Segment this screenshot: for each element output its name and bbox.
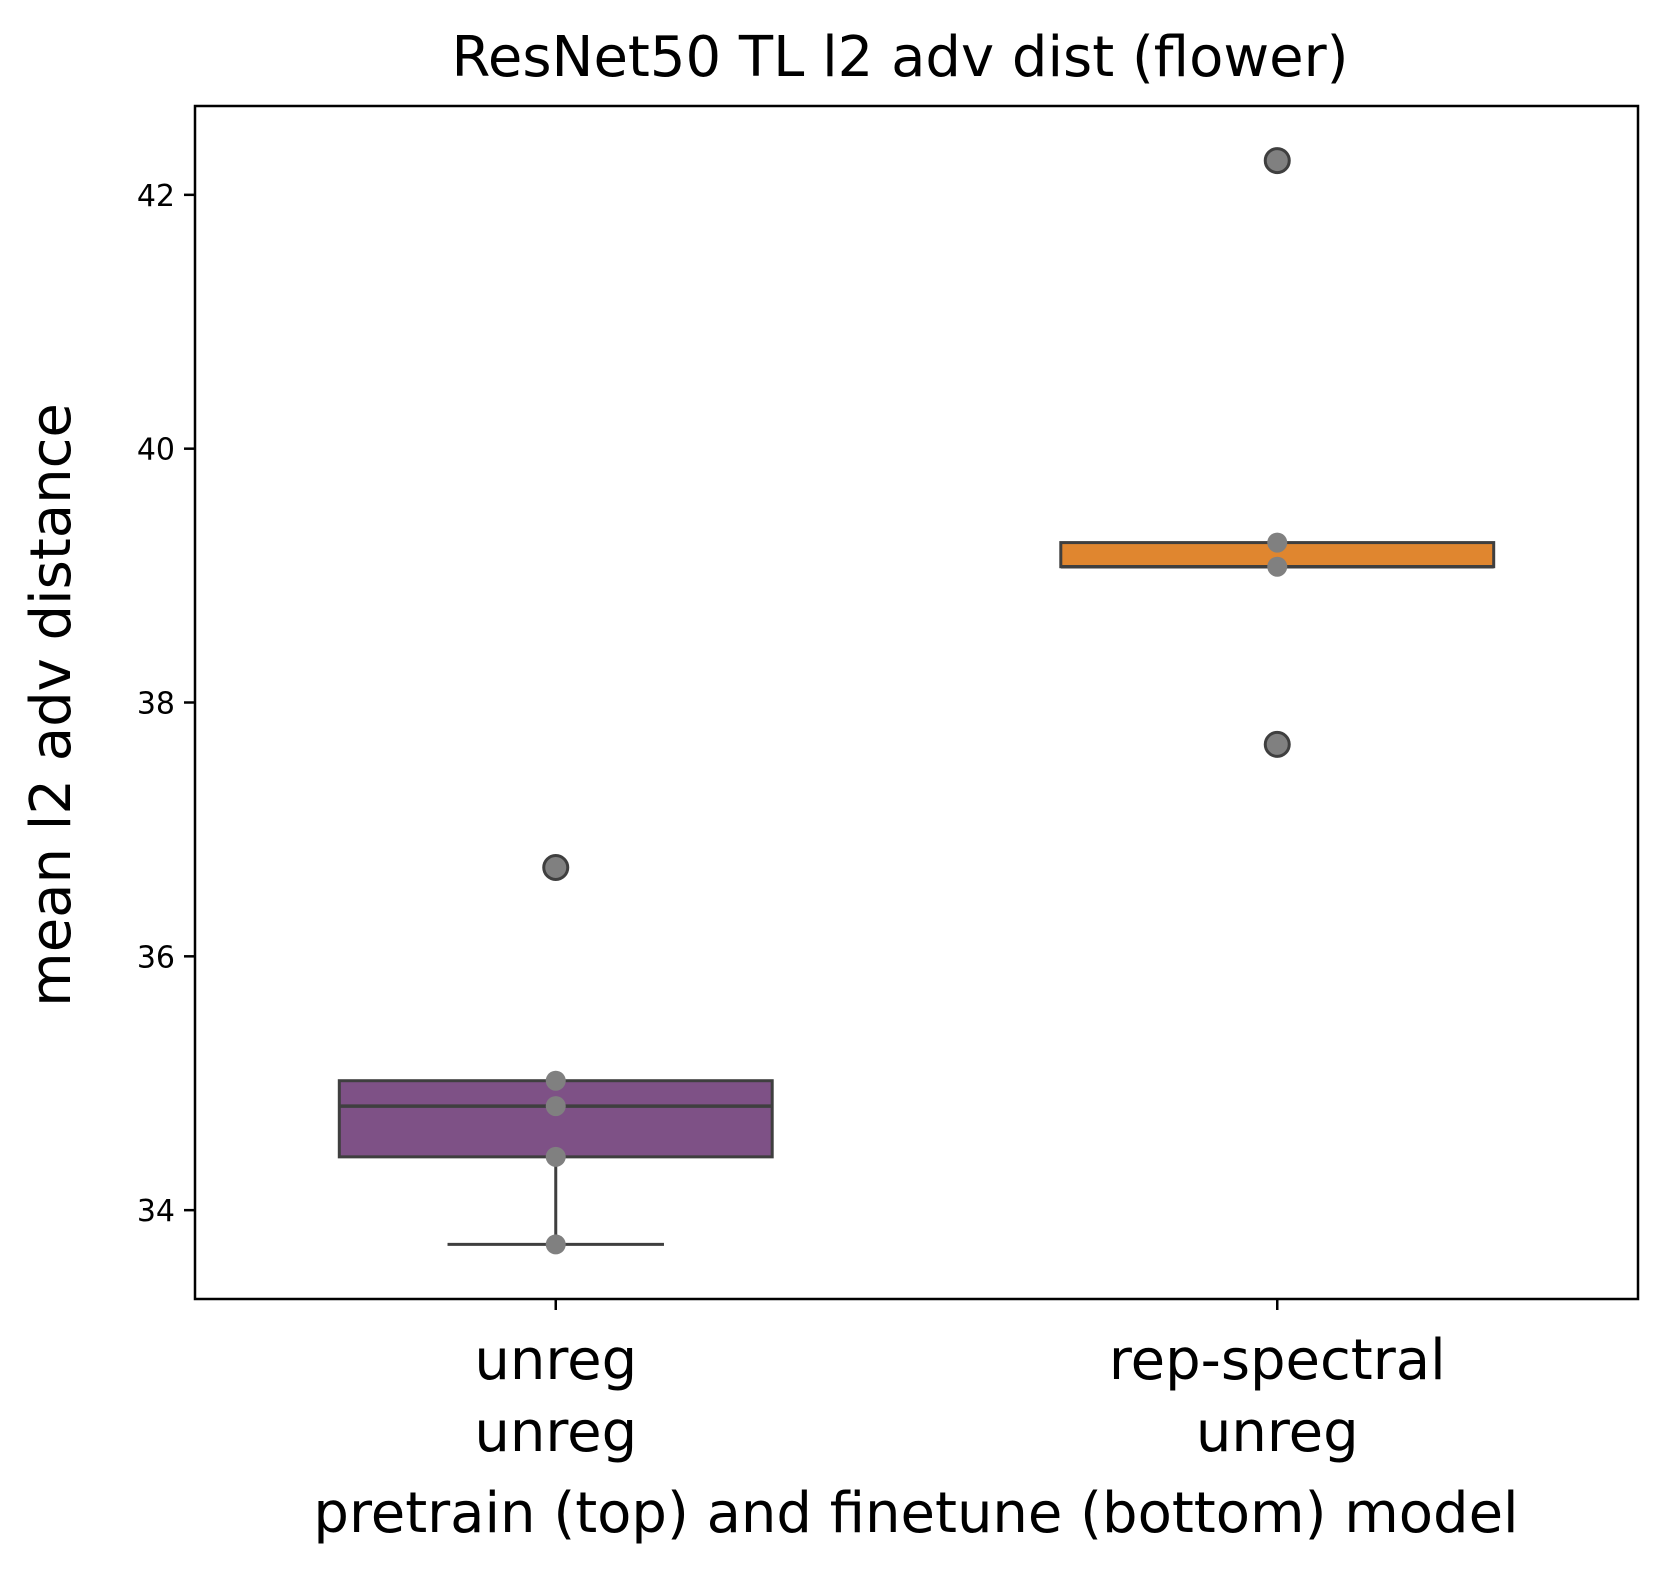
y-tick-label: 34 bbox=[137, 1194, 175, 1229]
x-tick-label-pretrain: unreg bbox=[474, 1328, 637, 1393]
chart-title: ResNet50 TL l2 adv dist (flower) bbox=[452, 25, 1349, 90]
y-axis-label: mean l2 adv distance bbox=[19, 403, 84, 1007]
y-tick-label: 38 bbox=[137, 687, 175, 722]
y-tick-label: 42 bbox=[137, 179, 175, 214]
plot-frame bbox=[193, 104, 1640, 1301]
box-iqr bbox=[337, 1079, 774, 1159]
outlier-point bbox=[1263, 147, 1291, 175]
data-point bbox=[545, 1234, 566, 1255]
data-point bbox=[1267, 556, 1288, 577]
data-point bbox=[545, 1146, 566, 1167]
outlier-point bbox=[542, 853, 570, 881]
x-tick-label-finetune: unreg bbox=[1196, 1400, 1359, 1465]
x-tick-label-finetune: unreg bbox=[474, 1400, 637, 1465]
x-axis-label: pretrain (top) and finetune (bottom) mod… bbox=[313, 1481, 1518, 1546]
y-tick-label: 36 bbox=[137, 940, 175, 975]
data-point bbox=[1267, 532, 1288, 553]
data-point bbox=[545, 1070, 566, 1091]
x-tick-label-pretrain: rep-spectral bbox=[1109, 1328, 1446, 1393]
data-point bbox=[545, 1096, 566, 1117]
y-tick-label: 40 bbox=[137, 433, 175, 468]
outlier-point bbox=[1263, 730, 1291, 758]
